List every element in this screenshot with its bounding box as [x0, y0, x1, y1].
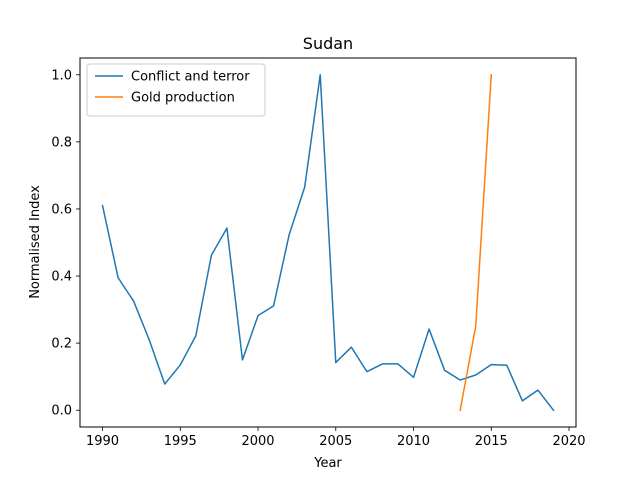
series-line-0	[101, 74, 555, 412]
y-axis-label: Normalised Index	[28, 185, 43, 299]
x-tick-label: 2015	[475, 434, 508, 449]
plot-frame	[79, 57, 577, 428]
legend: Conflict and terror Gold production	[86, 63, 266, 117]
x-tick-label: 1990	[86, 434, 119, 449]
legend-label-1: Gold production	[131, 91, 235, 106]
chart-title: Sudan	[303, 34, 353, 53]
x-tick-label: 1995	[164, 434, 197, 449]
y-tick-label: 0.0	[51, 404, 72, 419]
y-axis: 0.0 0.2 0.4 0.6 0.8 1.0	[51, 68, 80, 419]
x-tick-label: 2020	[552, 434, 585, 449]
y-tick-label: 0.6	[51, 202, 72, 217]
y-tick-label: 0.4	[51, 270, 72, 285]
x-tick-label: 2000	[241, 434, 274, 449]
legend-box	[86, 63, 266, 117]
plot-lines	[101, 73, 555, 412]
y-tick-label: 0.8	[51, 135, 72, 150]
x-axis: 1990 1995 2000 2005 2010 2015 2020	[86, 427, 586, 449]
x-tick-label: 2005	[319, 434, 352, 449]
x-tick-label: 2010	[397, 434, 430, 449]
x-axis-label: Year	[313, 456, 342, 471]
y-tick-label: 0.2	[51, 337, 72, 352]
legend-label-0: Conflict and terror	[131, 70, 250, 85]
y-tick-label: 1.0	[51, 68, 72, 83]
series-line-1	[459, 73, 493, 412]
